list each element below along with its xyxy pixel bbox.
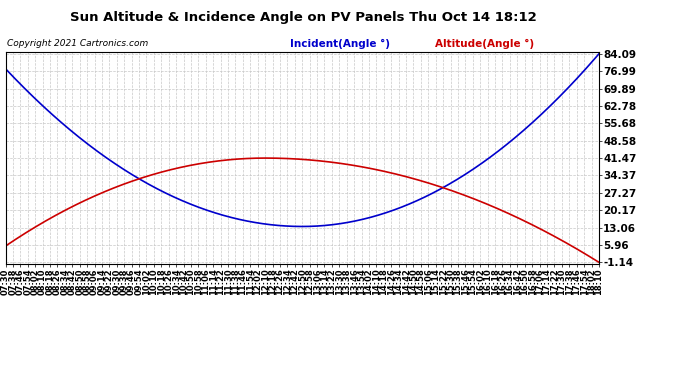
Text: Incident(Angle °): Incident(Angle °) <box>290 39 390 50</box>
Text: Sun Altitude & Incidence Angle on PV Panels Thu Oct 14 18:12: Sun Altitude & Incidence Angle on PV Pan… <box>70 11 537 24</box>
Text: Altitude(Angle °): Altitude(Angle °) <box>435 39 534 50</box>
Text: Copyright 2021 Cartronics.com: Copyright 2021 Cartronics.com <box>7 39 148 48</box>
